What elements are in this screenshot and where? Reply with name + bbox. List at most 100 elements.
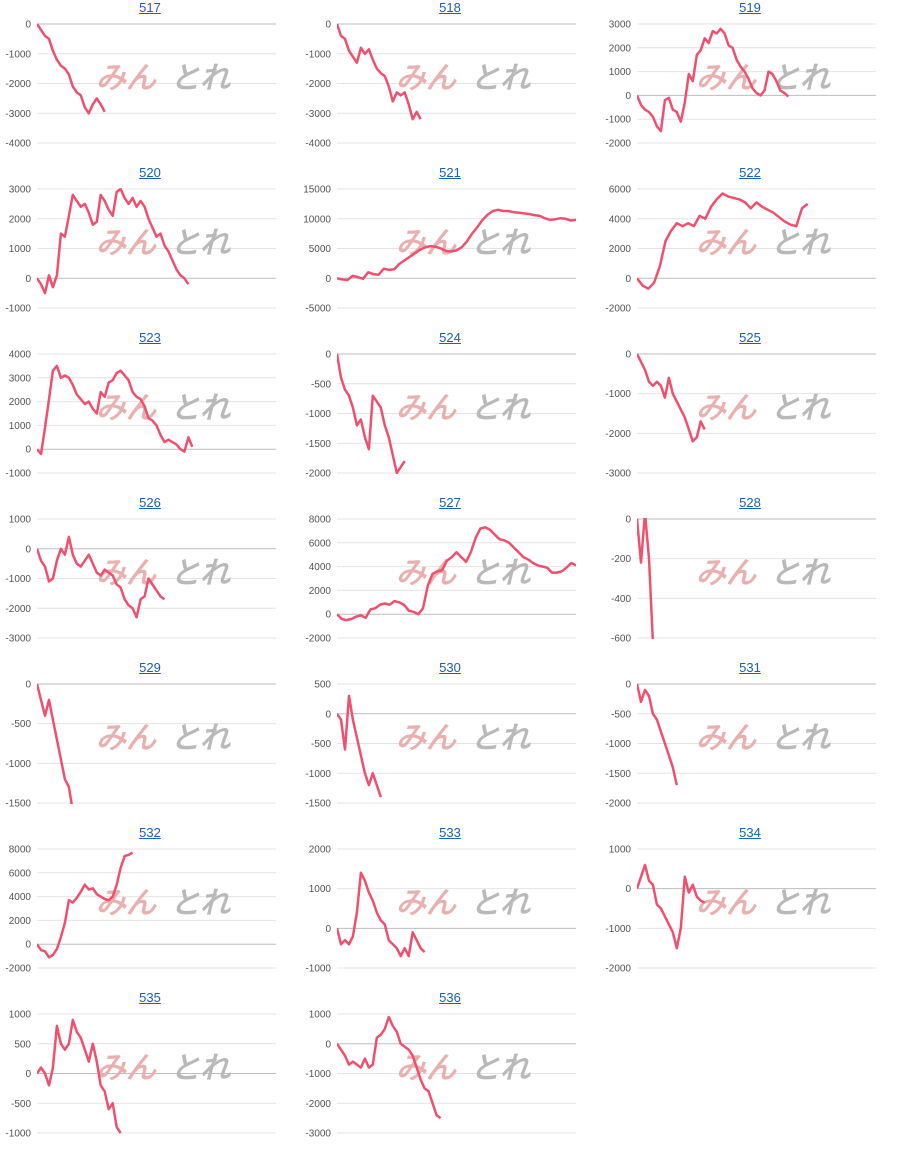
y-tick-label: -400 xyxy=(611,594,631,605)
watermark-logo: みん とれ xyxy=(696,886,831,921)
chart-524: 524 0 -500 -1000 -1500 -2000 みん とれ xyxy=(300,330,600,495)
chart-522: 522 6000 4000 2000 0 -2000 みん とれ xyxy=(600,165,900,330)
line-chart: 0 -500 -1000 -1500 みん とれ xyxy=(5,680,276,810)
series-line xyxy=(637,863,706,950)
y-tick-label: 4000 xyxy=(9,350,32,361)
chart-title-link[interactable]: 536 xyxy=(439,990,461,1005)
watermark-part1: みん xyxy=(696,226,757,261)
y-tick-label: -600 xyxy=(611,634,631,645)
y-tick-label: -2000 xyxy=(605,799,631,810)
chart-535: 535 1000 500 0 -500 -1000 みん とれ xyxy=(0,990,300,1155)
y-tick-label: 0 xyxy=(325,610,331,621)
series-line xyxy=(637,518,655,639)
series-line xyxy=(337,353,406,474)
y-tick-label: 6000 xyxy=(309,538,332,549)
watermark-part2: とれ xyxy=(770,721,831,756)
chart-title-link[interactable]: 534 xyxy=(739,825,761,840)
watermark-part2: とれ xyxy=(170,886,231,921)
line-chart: 2000 1000 0 -1000 みん とれ xyxy=(305,845,576,975)
y-tick-label: -2000 xyxy=(305,469,331,480)
chart-title-link[interactable]: 531 xyxy=(739,660,761,675)
y-tick-label: -1000 xyxy=(5,49,31,60)
watermark-part1: みん xyxy=(396,886,457,921)
y-tick-label: -2000 xyxy=(5,79,31,90)
y-tick-label: -1000 xyxy=(305,769,331,780)
watermark-logo: みん とれ xyxy=(96,61,231,96)
line-chart: 3000 2000 1000 0 -1000 みん とれ xyxy=(5,185,276,315)
chart-525: 525 0 -1000 -2000 -3000 みん とれ xyxy=(600,330,900,495)
y-tick-label: 8000 xyxy=(309,515,332,526)
watermark-part2: とれ xyxy=(770,886,831,921)
watermark-logo: みん とれ xyxy=(96,886,231,921)
chart-title-link[interactable]: 533 xyxy=(439,825,461,840)
watermark-logo: みん とれ xyxy=(396,391,531,426)
watermark-part1: みん xyxy=(696,391,757,426)
y-tick-label: 2000 xyxy=(609,244,632,255)
line-chart: 0 -500 -1000 -1500 -2000 みん とれ xyxy=(305,350,576,480)
chart-title-link[interactable]: 524 xyxy=(439,330,461,345)
line-chart: 3000 2000 1000 0 -1000 -2000 みん とれ xyxy=(605,20,876,150)
chart-title-link[interactable]: 530 xyxy=(439,660,461,675)
y-tick-label: 0 xyxy=(625,350,631,361)
y-tick-label: -1000 xyxy=(5,574,31,585)
y-tick-label: 0 xyxy=(25,445,31,456)
series-line xyxy=(637,353,706,443)
watermark-part2: とれ xyxy=(470,226,531,261)
y-tick-label: 3000 xyxy=(609,20,632,31)
y-tick-label: 1000 xyxy=(9,1010,32,1021)
watermark-part2: とれ xyxy=(170,721,231,756)
chart-title-link[interactable]: 517 xyxy=(139,0,161,15)
chart-title-link[interactable]: 523 xyxy=(139,330,161,345)
y-tick-label: 500 xyxy=(14,1039,31,1050)
watermark-logo: みん とれ xyxy=(96,226,231,261)
watermark-part2: とれ xyxy=(170,1051,231,1086)
y-tick-label: 0 xyxy=(625,884,631,895)
chart-title-link[interactable]: 518 xyxy=(439,0,461,15)
chart-532: 532 8000 6000 4000 2000 0 -2000 みん とれ xyxy=(0,825,300,990)
watermark-logo: みん とれ xyxy=(696,556,831,591)
watermark-part1: みん xyxy=(396,721,457,756)
line-chart: 0 -200 -400 -600 みん とれ xyxy=(611,515,876,645)
chart-title-link[interactable]: 522 xyxy=(739,165,761,180)
chart-title-link[interactable]: 519 xyxy=(739,0,761,15)
y-tick-label: -1000 xyxy=(305,964,331,975)
chart-title-link[interactable]: 520 xyxy=(139,165,161,180)
line-chart: 500 0 -500 -1000 -1500 みん とれ xyxy=(305,680,576,810)
chart-title-link[interactable]: 528 xyxy=(739,495,761,510)
watermark-part1: みん xyxy=(396,226,457,261)
watermark-logo: みん とれ xyxy=(396,226,531,261)
y-tick-label: -1000 xyxy=(605,115,631,126)
y-tick-label: -3000 xyxy=(305,109,331,120)
y-tick-label: 0 xyxy=(325,350,331,361)
y-tick-label: 0 xyxy=(25,274,31,285)
watermark-part1: みん xyxy=(96,1051,157,1086)
chart-title-link[interactable]: 526 xyxy=(139,495,161,510)
y-tick-label: 6000 xyxy=(609,185,632,196)
y-tick-label: -3000 xyxy=(5,634,31,645)
y-tick-label: -500 xyxy=(611,709,631,720)
y-tick-label: 0 xyxy=(25,544,31,555)
chart-title-link[interactable]: 527 xyxy=(439,495,461,510)
series-line xyxy=(37,683,73,804)
chart-title-link[interactable]: 535 xyxy=(139,990,161,1005)
y-tick-label: -1500 xyxy=(305,439,331,450)
chart-title-link[interactable]: 521 xyxy=(439,165,461,180)
line-chart: 1000 0 -1000 -2000 -3000 みん とれ xyxy=(5,515,276,645)
series-line xyxy=(637,683,679,786)
y-tick-label: 0 xyxy=(25,680,31,691)
chart-519: 519 3000 2000 1000 0 -1000 -2000 みん とれ xyxy=(600,0,900,165)
watermark-part2: とれ xyxy=(170,391,231,426)
chart-534: 534 1000 0 -1000 -2000 みん とれ xyxy=(600,825,900,990)
chart-title-link[interactable]: 525 xyxy=(739,330,761,345)
chart-title-link[interactable]: 532 xyxy=(139,825,161,840)
chart-533: 533 2000 1000 0 -1000 みん とれ xyxy=(300,825,600,990)
watermark-part1: みん xyxy=(696,61,757,96)
chart-title-link[interactable]: 529 xyxy=(139,660,161,675)
y-tick-label: -200 xyxy=(611,554,631,565)
watermark-part2: とれ xyxy=(470,391,531,426)
watermark-logo: みん とれ xyxy=(696,391,831,426)
y-tick-label: -1000 xyxy=(5,304,31,315)
y-tick-label: 6000 xyxy=(9,868,32,879)
y-tick-label: -1000 xyxy=(605,739,631,750)
line-chart: 0 -1000 -2000 -3000 -4000 みん とれ xyxy=(305,20,576,150)
